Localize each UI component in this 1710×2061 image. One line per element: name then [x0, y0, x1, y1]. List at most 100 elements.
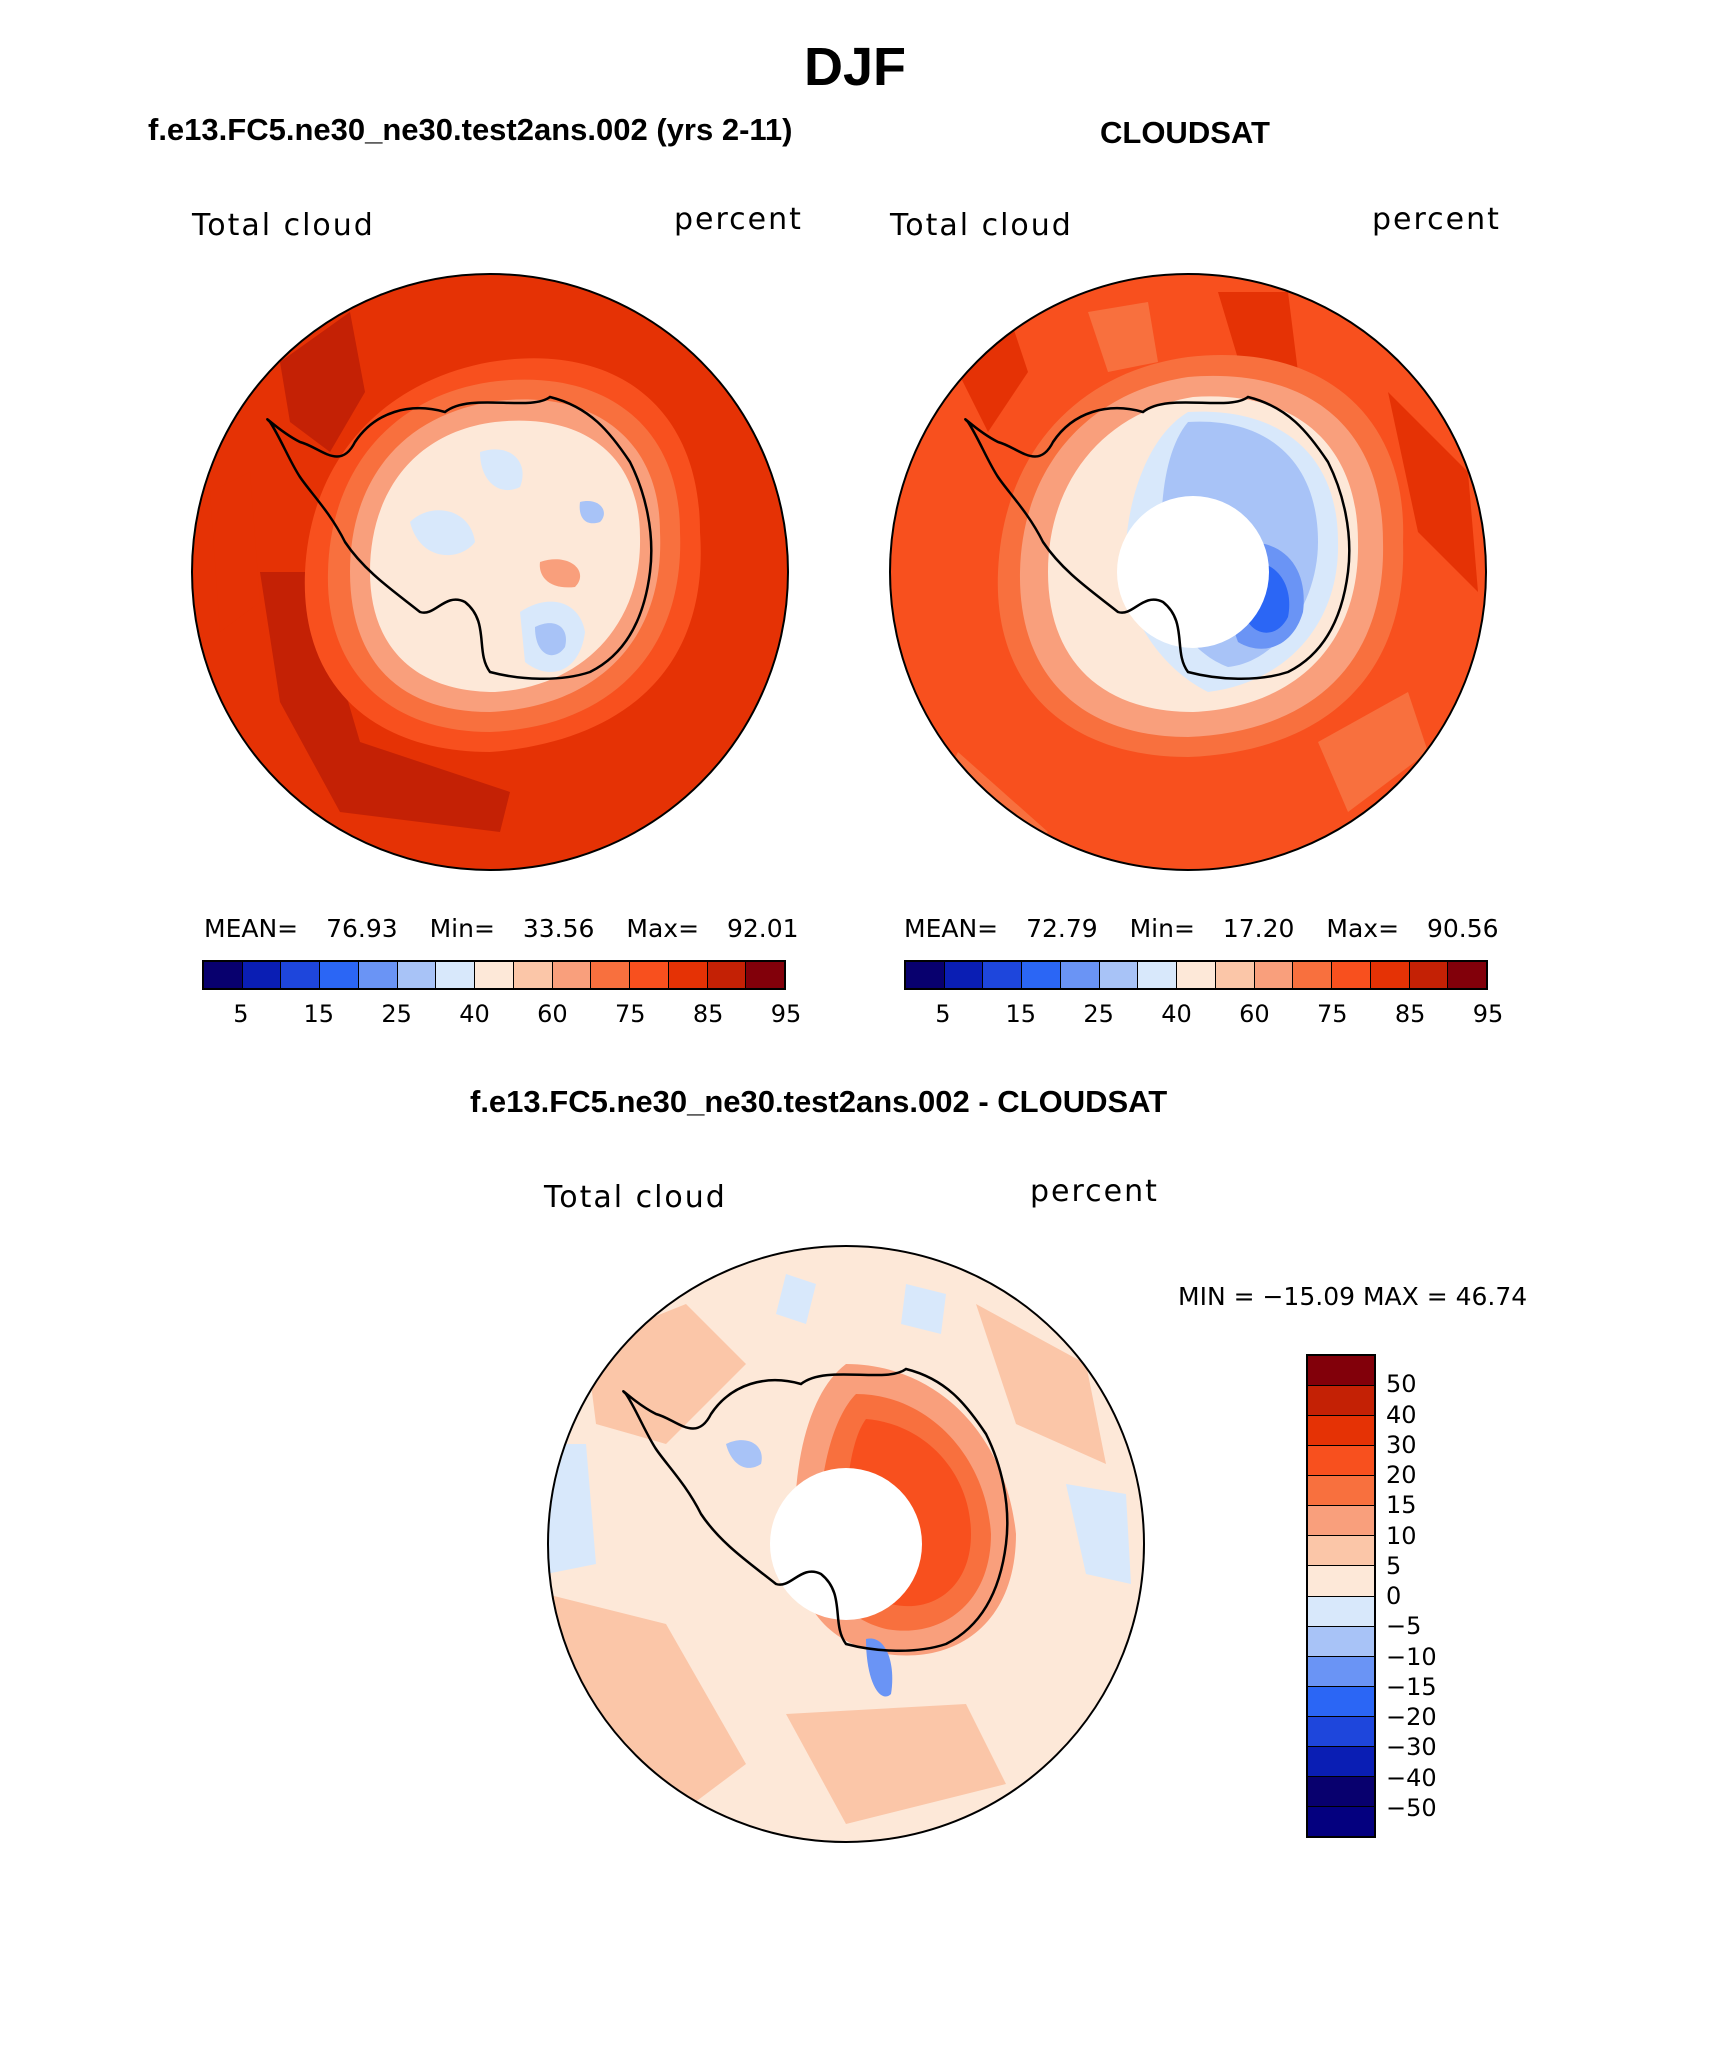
diff-colorbar-tick-label: 15 [1386, 1491, 1417, 1520]
panel2-colorbar-swatch [1254, 962, 1294, 988]
diff-units-label: percent [1030, 1174, 1159, 1209]
panel1-max-label: Max= [626, 914, 700, 943]
panel2-colorbar-swatch [1022, 962, 1061, 988]
diff-colorbar-swatch [1308, 1626, 1374, 1657]
panel2-colorbar-swatch [1060, 962, 1100, 988]
panel1-colorbar [202, 960, 786, 990]
panel1-colorbar-swatch [552, 962, 592, 988]
panel1-max-value: 92.01 [727, 914, 799, 943]
panel1-colorbar-swatch [281, 962, 321, 988]
diff-colorbar-tick-label: −5 [1386, 1612, 1422, 1641]
diff-colorbar-swatch [1308, 1686, 1374, 1717]
panel2-colorbar-swatch [1099, 962, 1139, 988]
diff-colorbar-swatch [1308, 1596, 1374, 1627]
panel2-colorbar-swatch [1409, 962, 1449, 988]
panel2-min-value: 17.20 [1222, 914, 1295, 943]
panel2-colorbar-tick-label: 5 [935, 1000, 951, 1028]
panel1-colorbar-swatch [513, 962, 553, 988]
panel2-colorbar-swatch [1332, 962, 1371, 988]
panel2-colorbar [904, 960, 1488, 990]
diff-colorbar-swatch [1308, 1446, 1374, 1477]
diff-colorbar-swatch [1308, 1776, 1374, 1807]
panel2-colorbar-swatch [944, 962, 984, 988]
panel1-colorbar-swatch [475, 962, 514, 988]
diff-colorbar-swatch [1308, 1356, 1374, 1387]
panel1-units-label: percent [674, 202, 803, 237]
panel1-colorbar-tick-label: 95 [770, 1000, 802, 1028]
diff-colorbar-swatch [1308, 1746, 1374, 1777]
panel1-colorbar-swatch [242, 962, 282, 988]
diff-colorbar-tick-label: 20 [1386, 1461, 1417, 1489]
main-title: DJF [803, 37, 906, 97]
panel1-colorbar-swatch [320, 962, 359, 988]
panel1-colorbar-swatch [746, 962, 785, 988]
diff-minmax: MIN = −15.09 MAX = 46.74 [1178, 1282, 1528, 1311]
panel2-colorbar-swatch [906, 962, 945, 988]
diff-colorbar-ticks: 50 40 30 20 15 10 5 0 −5 −10 −15 −20 −30 −40 −50 [1386, 1354, 1446, 1838]
panel1-colorbar-swatch [630, 962, 669, 988]
panel1-colorbar-swatch [707, 962, 747, 988]
panel2-colorbar-swatch [1370, 962, 1410, 988]
panel2-colorbar-tick-label: 75 [1316, 1000, 1348, 1028]
panel2-colorbar-swatch [983, 962, 1023, 988]
panel1-variable-label: Total cloud [192, 208, 375, 243]
panel2-colorbar-tick-label: 95 [1472, 1000, 1504, 1028]
panel2-colorbar-tick-label: 40 [1161, 1000, 1192, 1028]
panel1-colorbar-tick-label: 75 [614, 1000, 646, 1028]
panel2-mean-value: 72.79 [1026, 914, 1098, 943]
panel1-colorbar-swatch [591, 962, 631, 988]
panel2-colorbar-swatch [1177, 962, 1216, 988]
panel2-units-label: percent [1372, 202, 1501, 237]
panel2-colorbar-swatch [1448, 962, 1487, 988]
panel2-title: CLOUDSAT [1100, 115, 1270, 150]
panel1-colorbar-swatch [436, 962, 476, 988]
diff-colorbar-swatch [1308, 1386, 1374, 1417]
panel1-colorbar-tick-label: 40 [459, 1000, 490, 1028]
diff-title: f.e13.FC5.ne30_ne30.test2ans.002 - CLOUD… [470, 1084, 1168, 1119]
panel2-max-label: Max= [1326, 914, 1400, 943]
panel2-variable-label: Total cloud [890, 208, 1073, 243]
panel1-colorbar-tick-label: 25 [381, 1000, 412, 1028]
panel1-min-value: 33.56 [522, 914, 595, 943]
panel1-colorbar-tick-label: 60 [537, 1000, 568, 1028]
diff-colorbar [1306, 1354, 1376, 1838]
diff-colorbar-tick-label: −10 [1386, 1642, 1437, 1671]
panel2-mean-label: MEAN= [904, 914, 999, 943]
diff-colorbar-swatch [1308, 1416, 1374, 1447]
panel2-colorbar-swatch [1293, 962, 1333, 988]
panel1-colorbar-swatch [204, 962, 243, 988]
diff-colorbar-tick-label: −15 [1386, 1672, 1437, 1701]
diff-colorbar-swatch [1308, 1716, 1374, 1747]
diff-colorbar-swatch [1308, 1806, 1374, 1836]
diff-colorbar-tick-label: −30 [1386, 1733, 1437, 1762]
diff-colorbar-swatch [1308, 1476, 1374, 1507]
panel2-stats: MEAN= 72.79 Min= 17.20 Max= 90.56 [904, 914, 1499, 943]
diff-colorbar-swatch [1308, 1656, 1374, 1687]
diff-colorbar-tick-label: 40 [1386, 1400, 1417, 1429]
panel2-max-value: 90.56 [1427, 914, 1499, 943]
diff-variable-label: Total cloud [544, 1180, 727, 1215]
map-panel-2 [889, 273, 1487, 871]
panel1-colorbar-swatch [668, 962, 708, 988]
diff-colorbar-tick-label: 5 [1386, 1551, 1402, 1580]
diff-colorbar-swatch [1308, 1536, 1374, 1567]
panel1-mean-label: MEAN= [204, 914, 299, 943]
panel1-colorbar-ticks: 5 15 25 40 60 75 85 95 [202, 1000, 801, 1030]
diff-colorbar-tick-label: 0 [1386, 1582, 1402, 1610]
panel2-colorbar-tick-label: 60 [1239, 1000, 1270, 1028]
diff-colorbar-swatch [1308, 1566, 1374, 1597]
diff-colorbar-swatch [1308, 1506, 1374, 1537]
panel1-stats: MEAN= 76.93 Min= 33.56 Max= 92.01 [204, 914, 799, 943]
panel2-colorbar-ticks: 5 15 25 40 60 75 85 95 [904, 1000, 1503, 1030]
map-panel-1 [191, 273, 789, 871]
panel2-colorbar-tick-label: 25 [1083, 1000, 1114, 1028]
diff-colorbar-tick-label: −50 [1386, 1793, 1437, 1822]
panel2-colorbar-swatch [1138, 962, 1178, 988]
panel1-colorbar-swatch [397, 962, 437, 988]
panel1-colorbar-tick-label: 85 [692, 1000, 724, 1028]
panel1-mean-value: 76.93 [326, 914, 398, 943]
panel2-colorbar-tick-label: 85 [1394, 1000, 1426, 1028]
panel1-colorbar-tick-label: 5 [233, 1000, 249, 1028]
panel2-colorbar-tick-label: 15 [1005, 1000, 1037, 1028]
panel2-min-label: Min= [1129, 914, 1195, 943]
